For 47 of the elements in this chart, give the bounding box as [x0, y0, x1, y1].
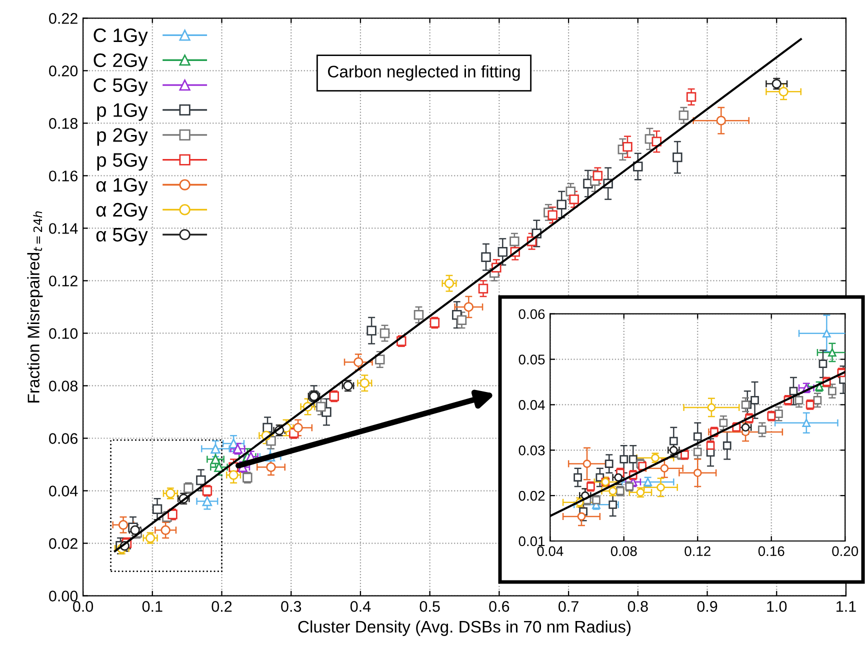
x-tick-label: 0.20	[832, 546, 858, 556]
y-tick-label: 0.02	[518, 490, 545, 501]
y-tick-label: 0.16	[49, 170, 78, 182]
x-tick-label: 0.9	[697, 601, 718, 612]
x-tick-label: 0.5	[420, 601, 440, 612]
x-tick-label: 0.08	[610, 546, 637, 556]
x-tick-label: 0.3	[281, 601, 302, 612]
y-tick-label: 0.06	[49, 433, 78, 444]
legend-label: p 5Gy	[97, 153, 148, 171]
legend-label: C 2Gy	[94, 53, 148, 71]
x-tick-label: 0.1	[142, 601, 162, 612]
y-axis-title: Fraction Misrepaired$_{t=24h}$	[27, 211, 43, 402]
y-tick-label: 0.14	[49, 223, 78, 234]
legend-label: C 1Gy	[94, 28, 148, 46]
y-tick-label: 0.10	[49, 328, 78, 339]
y-tick-label: 0.05	[518, 354, 545, 364]
y-tick-label: 0.22	[49, 13, 78, 24]
annotation: Carbon neglected in fitting	[328, 65, 520, 81]
y-tick-label: 0.08	[49, 380, 78, 392]
y-tick-label: 0.20	[49, 66, 78, 76]
x-tick-label: 1.1	[836, 601, 856, 612]
y-tick-label: 0.06	[518, 309, 545, 320]
x-tick-label: 0.7	[558, 601, 578, 612]
y-tick-label: 0.12	[49, 276, 78, 286]
legend-label: p 1Gy	[97, 103, 148, 121]
legend-label: p 2Gy	[97, 128, 148, 146]
y-tick-label: 0.04	[49, 486, 78, 496]
x-tick-label: 0.8	[628, 601, 648, 612]
y-tick-label: 0.18	[49, 118, 78, 129]
y-tick-label: 0.04	[518, 400, 545, 410]
y-tick-label: 0.00	[49, 590, 78, 602]
x-tick-label: 0.4	[350, 601, 371, 612]
legend-label: α 2Gy	[96, 202, 148, 221]
x-tick-label: 0.6	[489, 601, 510, 612]
x-axis-title: Cluster Density (Avg. DSBs in 70 nm Radius)	[298, 620, 631, 636]
x-tick-label: 0.12	[684, 546, 710, 556]
legend-label: C 5Gy	[94, 78, 148, 96]
x-tick-label: 1.0	[767, 601, 787, 612]
legend-label: α 5Gy	[96, 228, 148, 246]
legend-label: α 1Gy	[96, 178, 148, 196]
x-tick-label: 0.16	[758, 546, 784, 556]
y-tick-label: 0.01	[518, 536, 545, 546]
y-tick-label: 0.02	[49, 538, 78, 549]
x-tick-label: 0.04	[537, 546, 564, 556]
y-tick-label: 0.03	[518, 445, 545, 456]
x-tick-label: 0.0	[73, 601, 94, 612]
x-tick-label: 0.2	[212, 601, 232, 612]
